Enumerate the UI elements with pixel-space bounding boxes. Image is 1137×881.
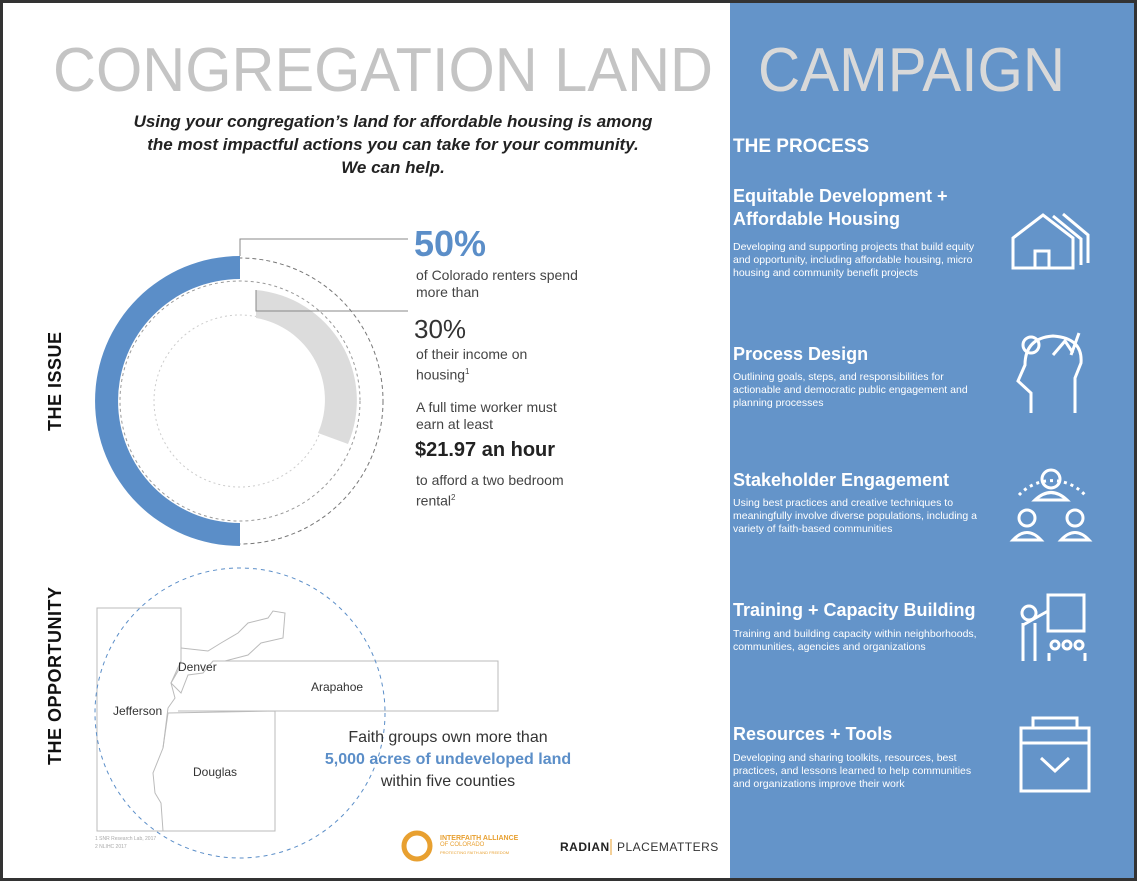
text-line: Faith groups own more than: [348, 729, 548, 746]
process-title: Process Design: [733, 344, 869, 364]
footnote-ref: 1: [465, 367, 470, 376]
intro-line: the most impactful actions you can take …: [147, 135, 639, 154]
county-label: Jefferson: [113, 704, 163, 718]
radian-logo: RADIAN: [560, 840, 610, 854]
process-title: Resources + Tools: [733, 724, 893, 744]
stat-text: of their income on housing: [416, 346, 528, 383]
county-map: [96, 607, 499, 832]
ring-50: [95, 256, 241, 546]
leader-line: [239, 238, 408, 256]
footnote: 2 NLIHC 2017: [95, 844, 127, 850]
process-text: Developing and supporting projects that …: [733, 241, 975, 279]
process-title: Equitable Development + Affordable Housi…: [733, 186, 948, 229]
logo-text: INTERFAITH ALLIANCE: [440, 835, 519, 842]
county-label: Arapahoe: [311, 680, 364, 694]
wage-text: to afford a two bedroom rental: [416, 472, 564, 509]
graphics: CONGREGATION LAND CAMPAIGN: [53, 3, 1134, 878]
wage-text: to afford a two bedroom rental2: [416, 472, 586, 510]
stat-30: 30%: [414, 314, 467, 344]
stat-text: of Colorado renters spend more than: [416, 267, 578, 300]
opportunity-label: THE OPPORTUNITY: [45, 586, 65, 765]
ring-outline: [153, 314, 327, 488]
interfaith-text: INTERFAITH ALLIANCE OF COLORADO PROTECTI…: [440, 835, 518, 856]
opportunity-text: Faith groups own more than 5,000 acres o…: [303, 727, 593, 793]
process-icons: [1009, 212, 1093, 793]
county-label: Douglas: [193, 765, 238, 779]
process-heading: THE PROCESS: [733, 136, 870, 157]
stat-text: of their income on housing1: [416, 346, 546, 384]
process-text: Training and building capacity within ne…: [733, 628, 977, 653]
process-title: Training + Capacity Building: [733, 600, 976, 620]
footnote: 1 SNR Research Lab, 2017: [95, 836, 157, 842]
intro-line: Using your congregation’s land for affor…: [133, 112, 653, 131]
wage-intro: A full time worker must earn at least: [416, 399, 557, 432]
leader-line: [255, 290, 408, 312]
ring-30: [256, 290, 357, 444]
intro: Using your congregation’s land for affor…: [83, 110, 703, 179]
process-panel: [730, 3, 1134, 878]
title-left: CONGREGATION LAND: [53, 36, 713, 105]
logo-text: OF COLORADO: [440, 842, 485, 848]
issue-label: THE ISSUE: [45, 331, 65, 431]
process-text: Outlining goals, steps, and responsibili…: [733, 371, 968, 409]
footnote-ref: 2: [451, 493, 456, 502]
wage: $21.97 an hour: [415, 439, 556, 461]
process-title: Stakeholder Engagement: [733, 470, 950, 490]
intro-line: We can help.: [341, 158, 445, 177]
ring-outline: [119, 280, 361, 522]
interfaith-logo: [401, 830, 433, 862]
map-circle: [94, 567, 386, 859]
process-text: Developing and sharing toolkits, resourc…: [733, 752, 972, 790]
text-highlight: 5,000 acres of undeveloped land: [324, 751, 572, 768]
stat-50: 50%: [414, 223, 487, 264]
logo-text: PROTECTING FAITH AND FREEDOM: [440, 850, 510, 855]
text-line: within five counties: [380, 773, 516, 790]
placematters-logo: PLACEMATTERS: [617, 840, 719, 854]
footnotes: 1 SNR Research Lab, 2017 2 NLIHC 2017: [95, 835, 156, 851]
county-label: Denver: [178, 660, 217, 674]
process-text: Using best practices and creative techni…: [733, 497, 977, 535]
title-right: CAMPAIGN: [758, 36, 1065, 105]
